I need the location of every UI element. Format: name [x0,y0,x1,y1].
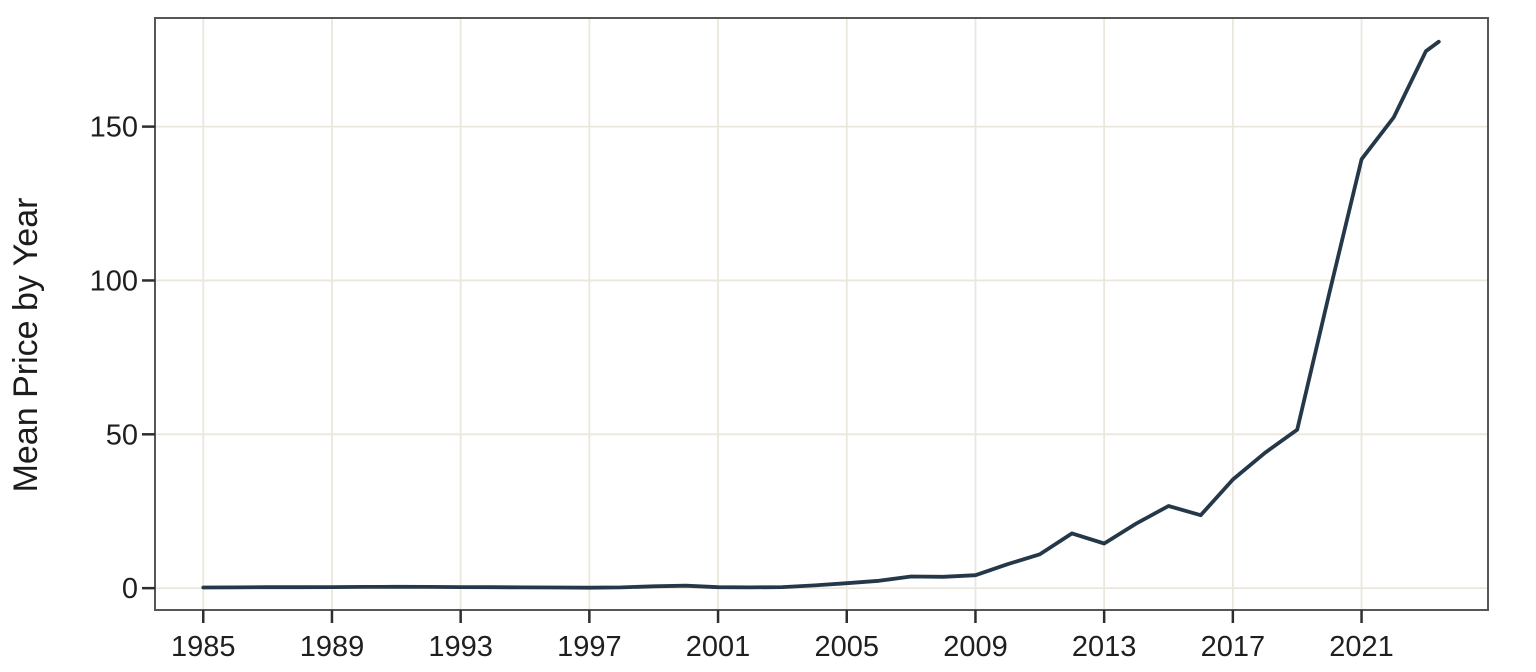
x-tick-label: 2009 [943,631,1008,663]
x-tick-label: 2021 [1329,631,1394,663]
y-tick-label: 0 [122,573,138,605]
label-layer: 1985 1989 1993 1997 2001 2005 2009 2013 2017 2021… [90,112,1394,663]
x-tick-label: 1997 [557,631,622,663]
series-layer [201,39,1441,590]
x-tick-label: 2005 [814,631,879,663]
series-line-mean-price [201,39,1441,590]
x-tick-label: 2013 [1072,631,1137,663]
x-tick-label: 1993 [428,631,493,663]
x-tick-label: 2001 [686,631,751,663]
grid-layer [155,18,1488,610]
y-tick-label: 50 [106,419,138,451]
x-tick-label: 1989 [300,631,365,663]
y-tick-label: 150 [90,112,138,144]
x-tick-label: 2017 [1201,631,1266,663]
plot-border [154,17,1489,611]
x-tick-label: 1985 [171,631,236,663]
y-tick-label: 100 [90,265,138,297]
tick-layer [142,125,1363,623]
frame-layer [154,17,1489,611]
y-axis-title: Mean Price by Year [7,198,45,493]
